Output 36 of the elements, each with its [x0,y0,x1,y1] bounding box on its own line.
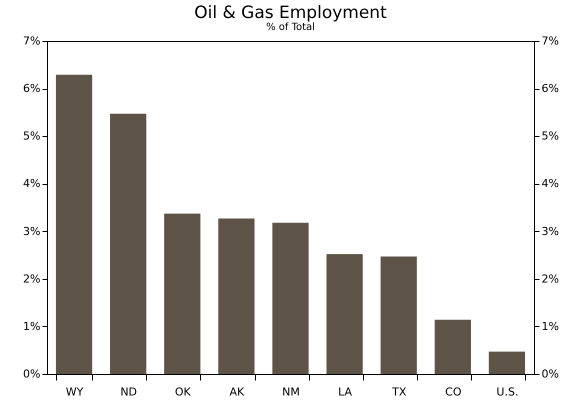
x-tick-label: WY [66,386,84,398]
bar [434,320,471,374]
x-tick-label: U.S. [496,386,518,398]
bar [272,222,309,374]
bar [164,214,200,374]
bar [488,352,526,374]
bar [110,114,146,374]
x-tick-label: CO [445,386,462,398]
y2-tick-label: 2% [542,272,559,286]
y-tick-label: 6% [23,82,40,96]
x-tick-label: ND [120,386,138,398]
bar [56,74,92,374]
y2-tick-label: 4% [542,177,559,190]
chart-title: Oil & Gas Employment [194,3,388,23]
y-tick-label: 5% [23,130,40,143]
y2-tick-label: 0% [542,368,559,380]
x-tick-label: TX [391,386,407,398]
y-tick-label: 2% [23,272,40,286]
y-tick-label: 0% [23,368,40,380]
y-tick-label: 3% [23,224,40,238]
y2-tick-label: 1% [542,320,559,333]
y2-tick-label: 6% [542,82,559,96]
bar [380,256,417,374]
y-tick-label: 1% [23,320,40,333]
y2-tick-label: 5% [542,130,559,143]
x-tick-label: NM [282,386,300,398]
chart-subtitle: % of Total [266,22,315,33]
bar [326,254,363,374]
y-tick-label: 7% [23,34,40,48]
bar [218,218,255,374]
x-tick-label: LA [338,386,353,398]
x-tick-label: AK [230,386,246,398]
x-tick-label: OK [174,386,192,398]
y2-tick-label: 3% [542,224,559,238]
y-tick-label: 4% [23,177,40,190]
y2-tick-label: 7% [542,34,559,48]
